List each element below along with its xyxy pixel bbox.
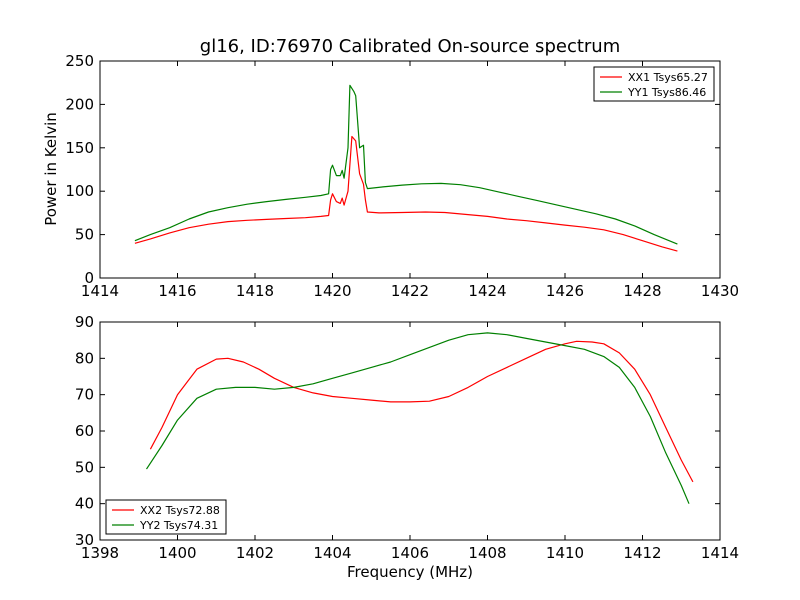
bottom-y-tick-label: 70 (75, 386, 94, 404)
bottom-legend: XX2 Tsys72.88 YY2 Tsys74.31 (105, 499, 227, 535)
bottom-legend-frame (105, 499, 227, 535)
top-legend-label-2: YY1 Tsys86.46 (627, 86, 706, 99)
bottom-y-tick-label: 90 (75, 313, 94, 331)
top-x-tick-label: 1418 (236, 282, 274, 300)
bottom-x-tick-label: 1398 (81, 544, 119, 562)
bottom-legend-label-1: XX2 Tsys72.88 (140, 504, 220, 517)
top-x-tick-label: 1420 (313, 282, 351, 300)
top-y-tick-label: 100 (65, 182, 94, 200)
bottom-y-tick-label: 40 (75, 495, 94, 513)
bottom-x-tick-label: 1414 (701, 544, 739, 562)
top-spectrum-panel: 1414 1416 1418 1420 1422 1424 1426 1428 1430 0 50 1… (65, 52, 739, 300)
top-y-tick-label: 50 (75, 226, 94, 244)
top-legend-frame (593, 66, 715, 102)
top-x-tick-label: 1416 (158, 282, 196, 300)
top-x-tick-label: 1422 (391, 282, 429, 300)
bottom-x-tick-label: 1400 (158, 544, 196, 562)
top-x-tick-label: 1426 (546, 282, 584, 300)
bottom-x-tick-label: 1404 (313, 544, 351, 562)
bottom-y-tick-label: 30 (75, 531, 94, 549)
top-x-tick-label: 1430 (701, 282, 739, 300)
bottom-spectrum-panel: 1398 1400 1402 1404 1406 1408 1410 1412 1414 30 40… (75, 313, 739, 562)
bottom-series-line-1 (149, 340, 694, 483)
top-legend: XX1 Tsys65.27 YY1 Tsys86.46 (593, 66, 715, 102)
bottom-x-axis-label: Frequency (MHz) (347, 563, 473, 581)
top-y-axis-label: Power in Kelvin (42, 112, 60, 226)
bottom-y-tick-label: 60 (75, 422, 94, 440)
bottom-x-tick-label: 1406 (391, 544, 429, 562)
top-series-line-1 (134, 135, 678, 252)
top-x-tick-label: 1428 (623, 282, 661, 300)
top-y-tick-label: 0 (84, 269, 94, 287)
top-x-tick-label: 1414 (81, 282, 119, 300)
top-legend-label-1: XX1 Tsys65.27 (628, 71, 708, 84)
bottom-x-tick-label: 1408 (468, 544, 506, 562)
top-y-tick-label: 250 (65, 52, 94, 70)
bottom-legend-label-2: YY2 Tsys74.31 (139, 519, 218, 532)
top-series-line-2 (134, 84, 678, 245)
bottom-series-line-2 (145, 332, 690, 504)
bottom-y-tick-label: 50 (75, 458, 94, 476)
bottom-x-tick-label: 1410 (546, 544, 584, 562)
top-y-tick-label: 150 (65, 139, 94, 157)
figure-title: gl16, ID:76970 Calibrated On-source spec… (200, 36, 620, 57)
top-x-tick-label: 1424 (468, 282, 506, 300)
top-y-tick-label: 200 (65, 95, 94, 113)
bottom-x-tick-label: 1412 (623, 544, 661, 562)
bottom-y-tick-label: 80 (75, 349, 94, 367)
bottom-x-tick-label: 1402 (236, 544, 274, 562)
